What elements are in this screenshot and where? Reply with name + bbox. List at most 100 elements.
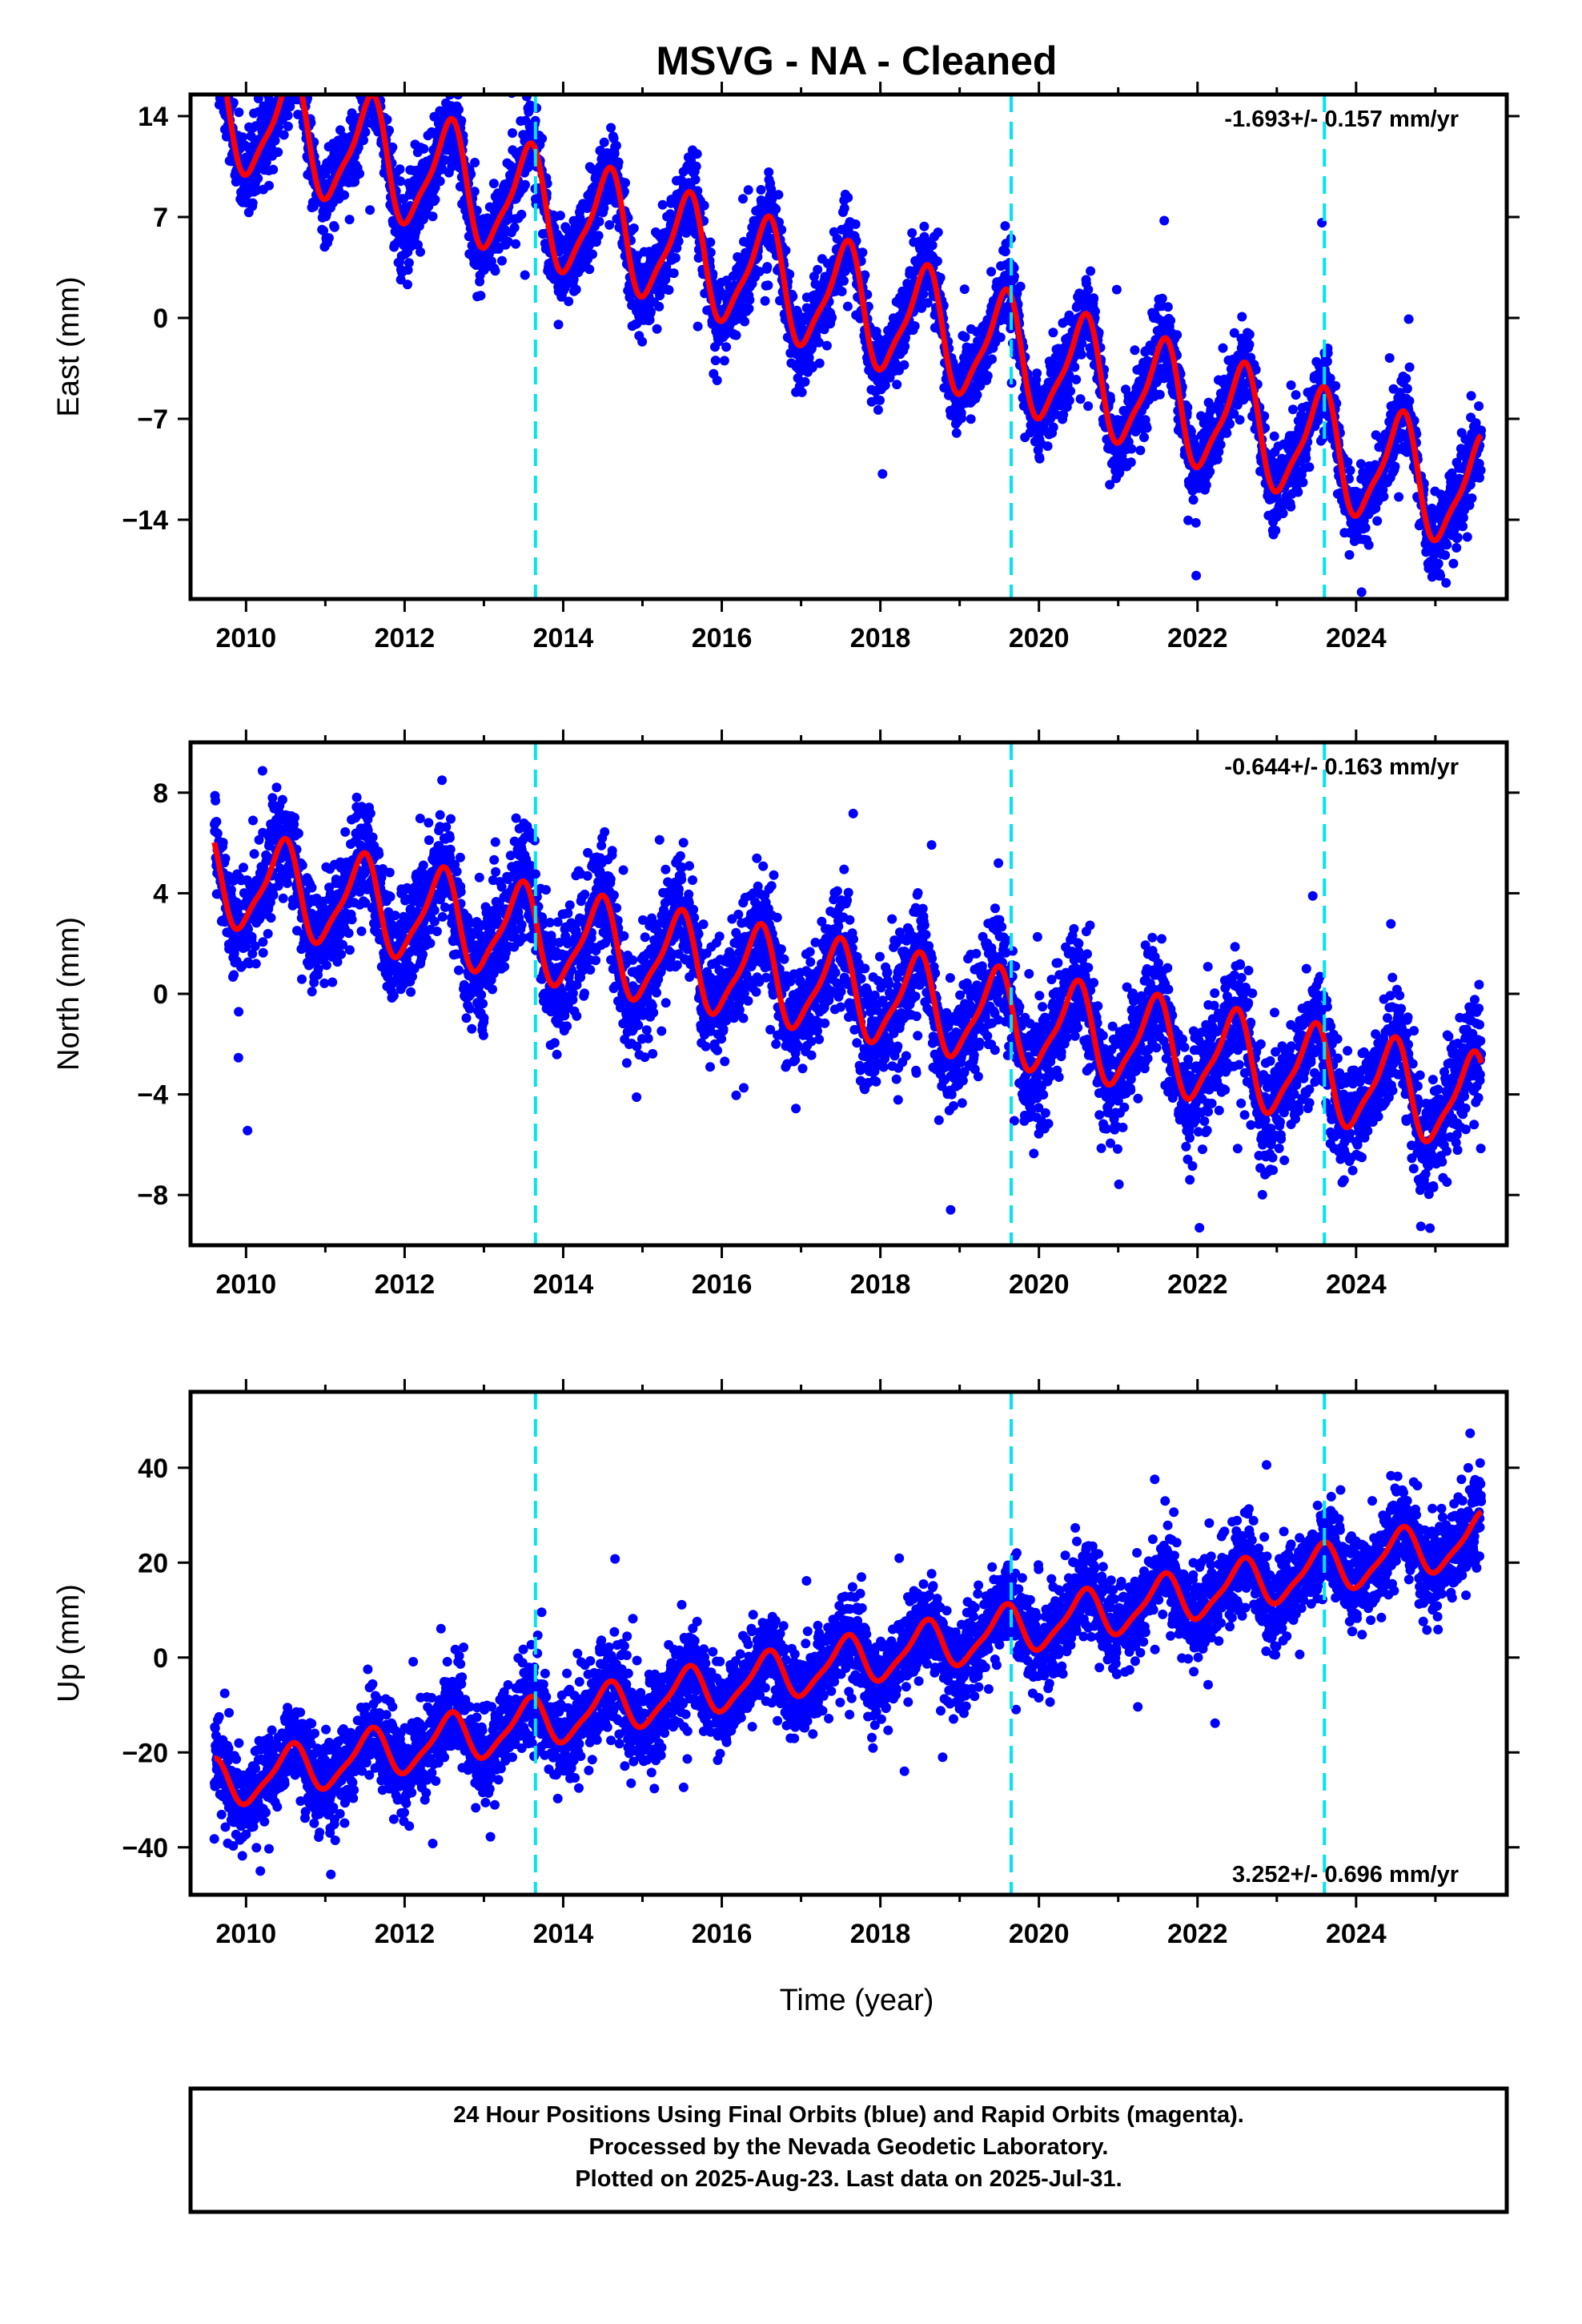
data-point [986,267,997,277]
data-point [360,127,371,137]
data-point [745,295,755,305]
data-point [699,200,709,211]
data-point [387,142,398,152]
data-point [537,134,548,144]
data-point [705,237,716,247]
data-point [652,324,662,334]
data-point [428,211,438,222]
data-point [756,185,766,195]
figure-title: MSVG - NA - Cleaned [656,38,1058,83]
data-point [1089,293,1099,304]
data-point [1293,487,1303,497]
data-point [1372,516,1383,526]
data-point [270,135,280,146]
data-point [396,176,406,187]
data-point [606,123,616,133]
data-point [1237,312,1247,322]
data-point [731,330,741,340]
data-point [1071,375,1082,384]
data-point [1291,390,1301,400]
data-point [800,376,810,387]
data-point [1404,396,1415,406]
data-point [604,219,615,230]
data-point [1360,523,1371,533]
data-point [933,227,943,238]
data-point [740,316,750,327]
data-point [359,135,368,146]
data-point [283,121,293,131]
data-point [827,312,837,323]
data-point [781,245,791,255]
data-point [1401,373,1411,384]
data-point [1075,394,1086,404]
data-point [1130,345,1140,356]
data-point [274,122,283,132]
data-point [628,223,639,233]
data-point [873,404,883,415]
data-point [760,296,770,306]
data-point [922,298,933,308]
data-point [1225,419,1235,429]
data-point [843,192,853,203]
data-point [918,289,929,300]
data-point [497,255,507,266]
data-point [839,275,849,286]
data-point [339,190,350,200]
east-panel: 2010 2012 2014 2016 2018 2020 2022 20241470−7−1… [52,82,1520,653]
data-point [395,164,405,175]
data-point [404,258,414,268]
data-point [1343,456,1353,467]
data-point [1404,362,1415,372]
data-point [813,264,823,275]
data-point [1083,284,1094,295]
data-point [508,128,517,139]
data-point [403,279,412,290]
data-point [384,125,394,135]
data-point [664,285,674,296]
data-point [1191,517,1201,528]
data-point [657,199,668,210]
data-point [396,275,406,285]
data-point [960,332,970,342]
data-point [1363,540,1374,550]
data-point [488,179,499,189]
data-point [1042,441,1053,452]
data-point [932,256,942,267]
data-point [1000,247,1010,257]
data-point [1271,525,1281,536]
data-point [673,236,684,247]
data-point [1379,492,1389,501]
data-point [1048,328,1058,338]
data-point [693,186,703,196]
data-point [959,284,970,295]
data-point [1058,409,1069,420]
data-point [710,356,721,366]
data-point [1403,314,1414,324]
data-point [587,164,596,174]
data-point [472,205,482,215]
data-point [655,291,665,300]
data-point [403,265,413,275]
data-point [839,203,849,214]
data-point [1126,444,1137,454]
data-point [599,203,609,213]
data-point [593,231,604,241]
data-point [319,226,329,236]
data-point [777,224,787,235]
data-point [1235,415,1245,425]
data-point [1384,353,1395,363]
data-point [238,132,247,143]
data-point [608,133,619,143]
data-point [1159,215,1170,226]
data-point [382,115,392,125]
data-point [982,371,993,381]
data-point [599,137,609,147]
data-point [555,211,565,221]
data-point [564,296,574,307]
data-point [456,115,467,126]
data-point [1298,477,1308,488]
data-point [1086,266,1096,276]
data-point [785,269,795,279]
data-point [669,268,679,279]
data-point [693,321,703,332]
